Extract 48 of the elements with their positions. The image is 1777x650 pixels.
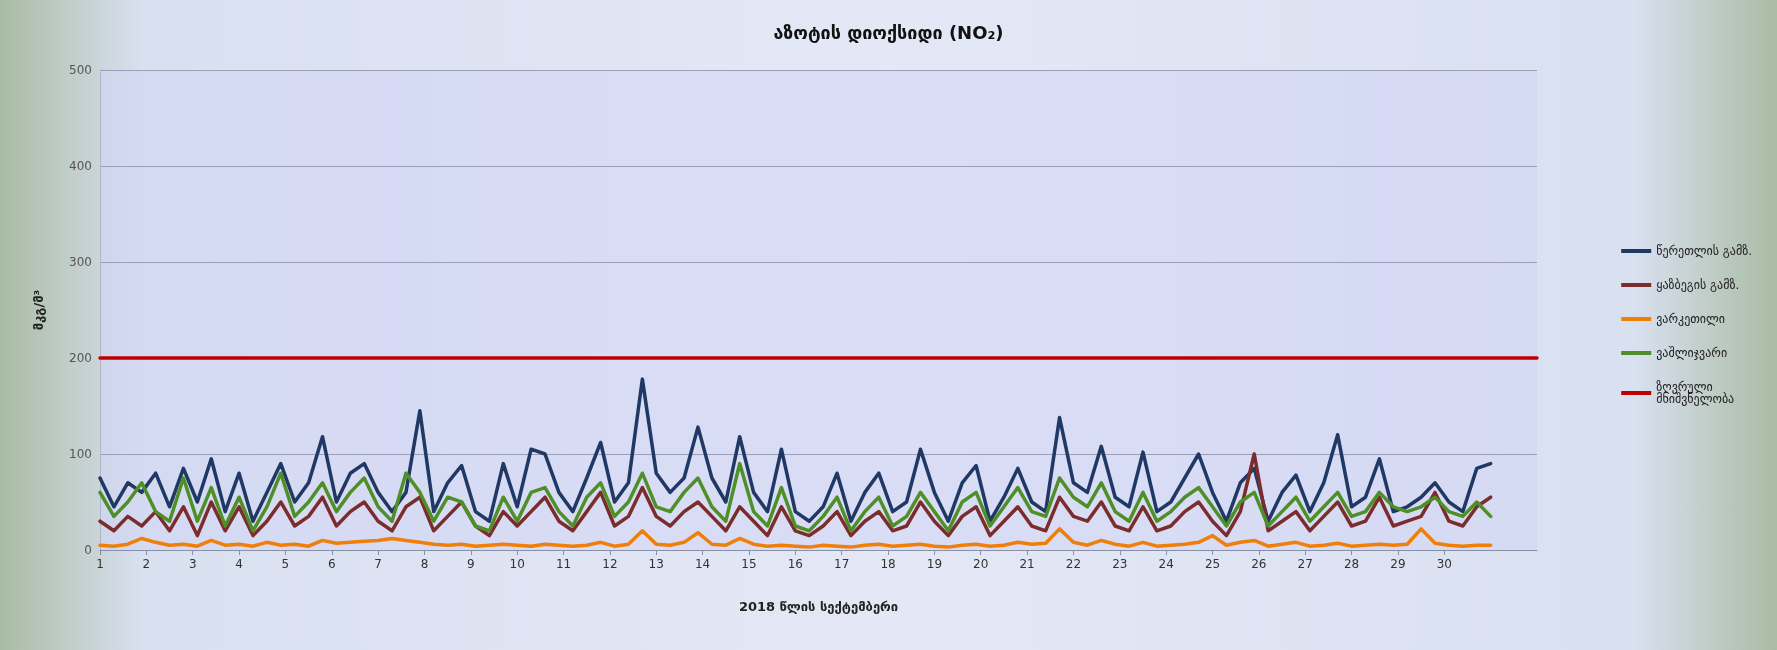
x-tick-label: 12 xyxy=(602,557,618,571)
x-tick-label: 2 xyxy=(142,557,151,571)
x-tick-label: 20 xyxy=(973,557,989,571)
x-tick-label: 7 xyxy=(374,557,382,571)
y-axis-title: მკგ/მ³ xyxy=(31,289,46,331)
x-tick-label: 16 xyxy=(787,557,803,571)
x-tick-label: 10 xyxy=(509,557,525,571)
x-tick-label: 27 xyxy=(1297,557,1313,571)
x-tick-label: 8 xyxy=(420,557,429,571)
x-tick-label: 15 xyxy=(741,557,757,571)
line-series xyxy=(98,461,1493,533)
line-series xyxy=(98,377,1493,523)
x-tick-label: 29 xyxy=(1390,557,1406,571)
y-tick-label: 400 xyxy=(69,159,92,173)
x-tick-label: 24 xyxy=(1158,557,1174,571)
y-tick-label: 300 xyxy=(69,255,92,269)
x-tick-label: 21 xyxy=(1019,557,1035,571)
x-tick-label: 19 xyxy=(926,557,943,571)
x-tick-label: 13 xyxy=(648,557,664,571)
x-tick-label: 1 xyxy=(96,557,104,571)
y-tick-label: 500 xyxy=(69,63,92,77)
x-tick-label: 6 xyxy=(327,557,336,571)
x-tick-label: 23 xyxy=(1112,557,1128,571)
line-series xyxy=(98,527,1493,549)
x-tick-label: 11 xyxy=(555,557,572,571)
x-tick-label: 18 xyxy=(880,557,896,571)
x-tick-label: 28 xyxy=(1343,557,1360,571)
x-axis-title: 2018 წლის სექტემბერი xyxy=(738,599,899,614)
x-tick-label: 5 xyxy=(281,557,290,571)
y-tick-label: 100 xyxy=(69,447,92,461)
legend-label: ზღვრული მნიშვნელობა xyxy=(1656,380,1735,406)
x-tick-label: 26 xyxy=(1251,557,1267,571)
legend-label: წერეთლის გამზ. xyxy=(1656,244,1753,258)
x-tick-label: 30 xyxy=(1436,557,1452,571)
y-tick-label: 0 xyxy=(84,543,92,557)
x-tick-label: 25 xyxy=(1204,557,1221,571)
x-tick-label: 9 xyxy=(467,557,475,571)
chart-title: აზოტის დიოქსიდი (NO₂) xyxy=(773,21,1004,43)
legend-label: ვაშლიჯვარი xyxy=(1656,346,1728,360)
x-tick-label: 3 xyxy=(188,557,197,571)
x-tick-label: 22 xyxy=(1065,557,1082,571)
x-tick-label: 17 xyxy=(834,557,850,571)
x-tick-label: 4 xyxy=(235,557,243,571)
legend-label: ვარკეთილი xyxy=(1656,312,1726,326)
legend-label: ყაზბეგის გამზ. xyxy=(1656,278,1740,292)
line-series xyxy=(98,452,1493,538)
y-tick-label: 200 xyxy=(69,351,92,365)
x-tick-label: 14 xyxy=(694,557,711,571)
